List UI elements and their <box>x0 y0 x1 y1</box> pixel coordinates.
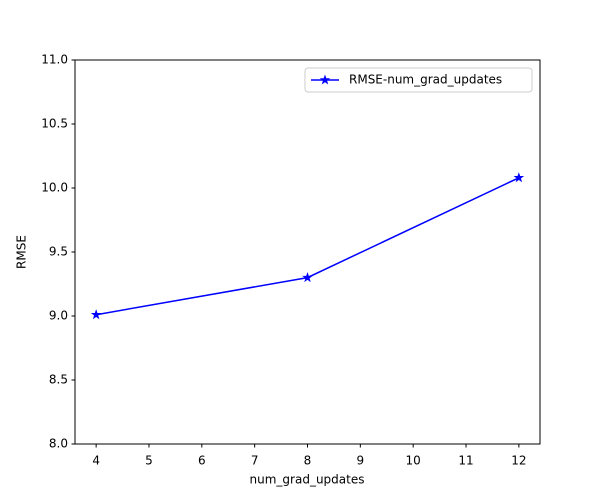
y-tick-label: 10.0 <box>41 181 68 195</box>
x-tick-label: 5 <box>145 454 153 468</box>
x-tick-label: 12 <box>511 454 526 468</box>
x-tick-label: 7 <box>251 454 259 468</box>
legend-marker <box>319 74 331 85</box>
x-tick-label: 6 <box>198 454 206 468</box>
x-tick-label: 8 <box>304 454 312 468</box>
series-marker <box>302 272 313 283</box>
x-tick-label: 9 <box>357 454 365 468</box>
y-tick-label: 9.5 <box>49 245 68 259</box>
y-axis-label: RMSE <box>15 235 29 269</box>
x-axis-label: num_grad_updates <box>250 473 365 487</box>
y-tick-label: 8.0 <box>49 437 68 451</box>
x-tick-label: 4 <box>92 454 100 468</box>
y-tick-label: 8.5 <box>49 373 68 387</box>
legend-label: RMSE-num_grad_updates <box>349 73 502 87</box>
series-marker <box>90 309 102 320</box>
y-tick-label: 11.0 <box>41 53 68 67</box>
y-tick-label: 9.0 <box>49 309 68 323</box>
y-tick-label: 10.5 <box>41 117 68 131</box>
legend-box <box>304 67 533 93</box>
x-tick-label: 11 <box>458 454 473 468</box>
series-marker <box>513 172 525 183</box>
x-tick-label: 10 <box>406 454 421 468</box>
